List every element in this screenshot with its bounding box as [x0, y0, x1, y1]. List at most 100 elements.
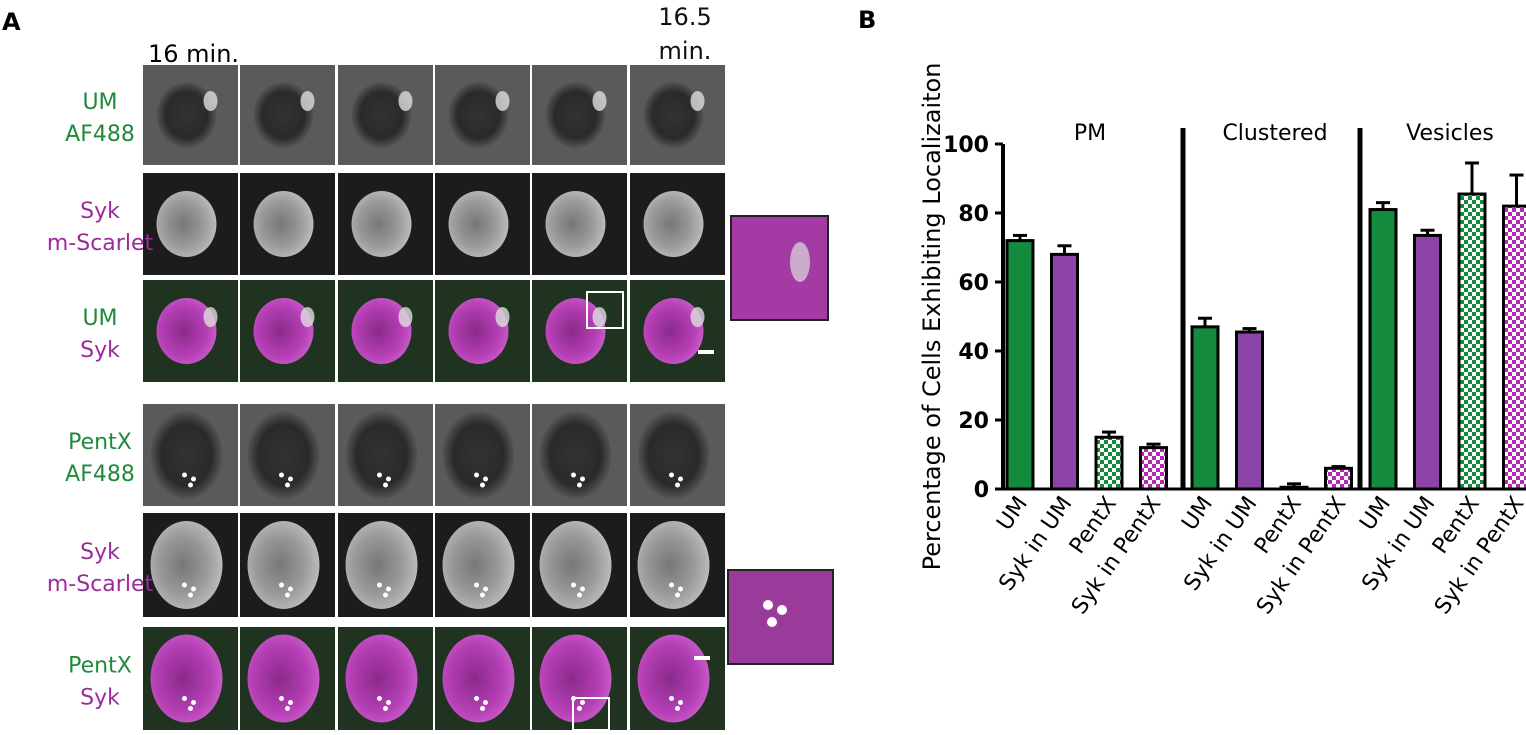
bright-spot — [678, 700, 683, 705]
cell — [643, 298, 704, 364]
cell — [247, 521, 320, 609]
bright-spot — [383, 482, 388, 488]
row-label: m-Scarlet — [47, 572, 154, 597]
bright-spot — [592, 307, 607, 327]
bright-spot — [182, 696, 187, 701]
group-label: Vesicles — [1406, 121, 1494, 146]
bright-spot — [188, 592, 193, 598]
scale-bar — [698, 350, 714, 354]
bright-spot — [191, 586, 196, 592]
bright-spot — [285, 482, 290, 488]
cell — [442, 634, 515, 723]
bright-spot — [279, 582, 284, 588]
roi-box — [572, 697, 610, 731]
bright-spot — [288, 586, 293, 592]
bright-spot — [669, 582, 674, 588]
bright-spot — [495, 307, 510, 327]
bright-spot — [577, 706, 582, 711]
bright-spot — [474, 472, 479, 478]
bright-spot — [480, 482, 485, 488]
bright-spot — [383, 592, 388, 598]
cell — [345, 521, 418, 609]
bright-spot — [690, 91, 705, 111]
cell — [253, 298, 314, 364]
cell — [253, 191, 314, 257]
row-label: Syk — [80, 199, 120, 224]
cell — [637, 521, 710, 609]
cell — [442, 411, 515, 499]
bright-spot — [571, 472, 576, 478]
y-tick-label: 100 — [943, 133, 989, 158]
inset — [727, 569, 834, 665]
bright-spot — [191, 700, 196, 705]
bright-spot — [763, 600, 773, 610]
bar — [1502, 204, 1526, 491]
bright-spot — [669, 472, 674, 478]
bright-spot — [483, 586, 488, 592]
cell — [448, 191, 509, 257]
cell — [637, 411, 710, 499]
row-label: m-Scarlet — [47, 231, 154, 256]
bright-spot — [377, 472, 382, 478]
bright-spot — [777, 605, 787, 615]
bright-spot — [474, 696, 479, 701]
bright-spot — [669, 696, 674, 701]
y-tick-label: 80 — [958, 202, 989, 227]
cell — [643, 191, 704, 257]
cell — [345, 411, 418, 499]
group-label: Clustered — [1222, 121, 1327, 146]
cell — [247, 411, 320, 499]
cell — [150, 411, 223, 499]
bright-spot — [386, 586, 391, 592]
time-label: 16 min. — [148, 40, 239, 68]
y-tick-label: 40 — [958, 340, 989, 365]
bright-spot — [288, 476, 293, 482]
cell — [156, 191, 217, 257]
bar — [1413, 233, 1442, 491]
bar — [1005, 239, 1035, 491]
row-label: Syk — [80, 686, 120, 711]
row-label: AF488 — [65, 462, 135, 487]
bright-spot — [285, 706, 290, 711]
y-tick-label: 20 — [958, 409, 989, 434]
cell — [156, 298, 217, 364]
x-tick-label: UM — [1177, 492, 1218, 535]
bright-spot — [592, 91, 607, 111]
bright-spot — [383, 706, 388, 711]
bar — [1235, 330, 1264, 491]
cell — [351, 82, 412, 148]
x-tick-label: UM — [1355, 492, 1396, 535]
bright-spot — [377, 696, 382, 701]
cell — [545, 298, 606, 364]
bright-spot — [398, 91, 413, 111]
cell — [643, 82, 704, 148]
bar — [1457, 192, 1487, 491]
bright-spot — [191, 476, 196, 482]
inset — [730, 215, 829, 321]
row-label: Syk — [80, 540, 120, 565]
bar — [1324, 466, 1353, 491]
cell — [539, 411, 612, 499]
bright-spot — [480, 706, 485, 711]
cell — [247, 634, 320, 723]
bright-spot — [377, 582, 382, 588]
y-tick-label: 60 — [958, 271, 989, 296]
bright-spot — [182, 472, 187, 478]
bright-spot — [580, 586, 585, 592]
bar — [1050, 252, 1079, 491]
bright-spot — [790, 242, 810, 282]
bright-spot — [678, 476, 683, 482]
bright-spot — [483, 476, 488, 482]
cell — [442, 521, 515, 609]
cell — [150, 521, 223, 609]
bright-spot — [580, 700, 585, 705]
bright-spot — [288, 700, 293, 705]
bar — [1190, 325, 1220, 491]
cell — [253, 82, 314, 148]
cell — [156, 82, 217, 148]
panel-label: B — [858, 6, 876, 34]
bright-spot — [678, 586, 683, 592]
bright-spot — [279, 472, 284, 478]
bright-spot — [203, 307, 218, 327]
